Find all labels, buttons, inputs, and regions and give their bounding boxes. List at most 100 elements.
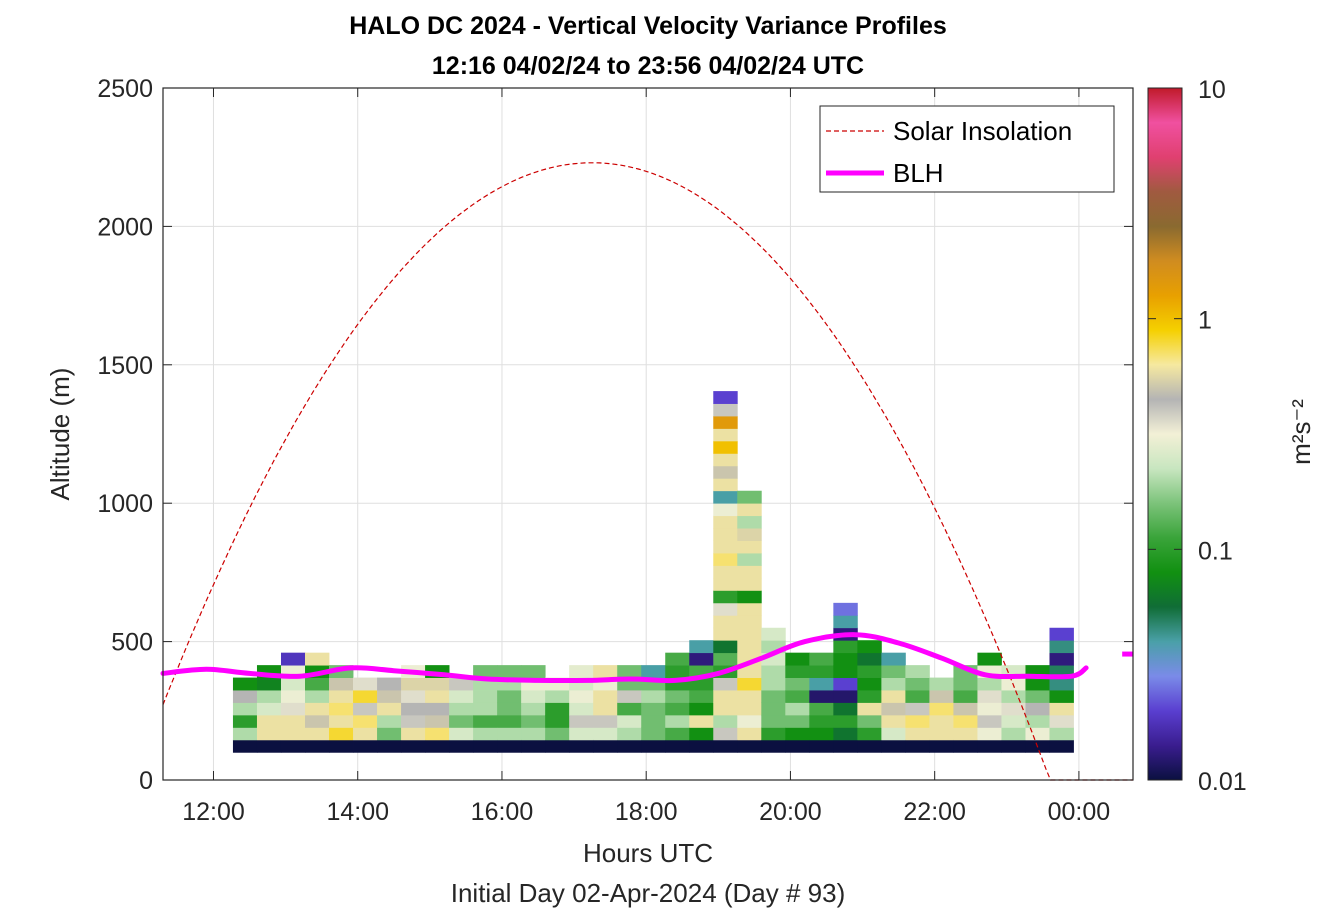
heatmap-cell (953, 702, 978, 716)
y-tick-label: 0 (139, 767, 153, 795)
heatmap-cell (857, 727, 882, 741)
heatmap-cell (809, 727, 834, 741)
heatmap-cell (857, 702, 882, 716)
heatmap-cell (809, 714, 834, 728)
heatmap-cell (305, 739, 330, 753)
heatmap-cell (833, 727, 858, 741)
heatmap-cell (617, 665, 642, 678)
heatmap-cell (737, 690, 762, 703)
heatmap-cell (305, 652, 330, 666)
heatmap-cell (809, 690, 834, 703)
legend-box (819, 105, 1115, 193)
heatmap-cell (713, 677, 738, 691)
heatmap-cell (905, 702, 930, 716)
heatmap-cell (713, 590, 738, 604)
heatmap-cell (401, 714, 426, 728)
heatmap-cell (1001, 727, 1026, 741)
heatmap-cell (1025, 690, 1050, 703)
heatmap-cell (305, 714, 330, 728)
heatmap-cell (689, 714, 714, 728)
y-tick-label: 500 (111, 629, 153, 657)
heatmap-cell (881, 665, 906, 678)
heatmap-cell (377, 714, 402, 728)
heatmap-cell (641, 727, 666, 741)
heatmap-cell (329, 702, 354, 716)
heatmap-cell (713, 416, 738, 429)
heatmap-cell (256, 714, 282, 728)
heatmap-cell (713, 714, 738, 728)
heatmap-cell (545, 690, 570, 703)
heatmap-cell (857, 640, 882, 654)
heatmap-cell (833, 640, 858, 654)
heatmap-cell (881, 727, 906, 741)
heatmap-cell (737, 677, 762, 691)
heatmap-cell (569, 665, 594, 678)
heatmap-cell (232, 714, 258, 728)
heatmap-cell (329, 739, 354, 753)
heatmap-cell (569, 690, 594, 703)
heatmap-cell (689, 640, 714, 654)
heatmap-cell (737, 615, 762, 629)
heatmap-cell (977, 714, 1002, 728)
heatmap-cell (713, 391, 738, 404)
heatmap-cell (713, 727, 738, 741)
heatmap-cell (761, 665, 786, 678)
heatmap-cell (785, 702, 810, 716)
heatmap-cell (713, 440, 738, 454)
heatmap-cell (305, 727, 330, 741)
heatmap-cell (929, 702, 954, 716)
heatmap-cell (256, 677, 282, 691)
heatmap-cell (737, 739, 762, 753)
heatmap-cell (1049, 739, 1074, 753)
line-layer (160, 162, 1133, 781)
heatmap-cell (473, 714, 498, 728)
heatmap-cell (521, 690, 546, 703)
heatmap-cell (737, 515, 762, 529)
heatmap-cell (1049, 640, 1074, 654)
heatmap-cell (256, 702, 282, 716)
plot-area (160, 87, 1134, 781)
heatmap-cell (280, 677, 306, 691)
heatmap-cell (641, 665, 666, 678)
heatmap-cell (473, 690, 498, 703)
heatmap-cell (545, 727, 570, 741)
heatmap-cell (713, 503, 738, 517)
heatmap-cell (713, 602, 738, 616)
colorbar-tick-label: 10 (1198, 76, 1226, 104)
heatmap-cell (449, 702, 474, 716)
colorbar-tick-label: 0.1 (1198, 537, 1233, 565)
heatmap-cell (857, 690, 882, 703)
heatmap-cell (641, 739, 666, 753)
heatmap-cell (713, 403, 738, 417)
heatmap-cell (401, 739, 426, 753)
heatmap-cell (280, 714, 306, 728)
heatmap-cell (833, 615, 858, 629)
heatmap-cell (617, 702, 642, 716)
tick-layer (163, 87, 1133, 781)
heatmap-cell (713, 739, 738, 753)
heatmap-cell (737, 540, 762, 554)
heatmap-cell (881, 690, 906, 703)
heatmap-cell (593, 739, 618, 753)
heatmap-cell (833, 739, 858, 753)
heatmap-cell (761, 690, 786, 703)
heatmap-cell (953, 739, 978, 753)
heatmap-cell (1001, 690, 1026, 703)
heatmap-cell (713, 615, 738, 629)
heatmap-cell (425, 690, 450, 703)
heatmap-cell (232, 702, 258, 716)
heatmap-cell (665, 690, 690, 703)
heatmap-cell (761, 627, 786, 641)
heatmap-cell (449, 714, 474, 728)
heatmap-cell (1049, 714, 1074, 728)
heatmap-cell (617, 739, 642, 753)
heatmap-cell (713, 453, 738, 467)
heatmap-cell (905, 665, 930, 678)
x-axis-label-secondary: Initial Day 02-Apr-2024 (Day # 93) (451, 878, 846, 908)
plot-frame (162, 87, 1134, 781)
heatmap-cell (737, 565, 762, 579)
heatmap-cell (809, 739, 834, 753)
heatmap-cell (737, 577, 762, 591)
heatmap-cell (425, 714, 450, 728)
heatmap-cell (689, 677, 714, 691)
